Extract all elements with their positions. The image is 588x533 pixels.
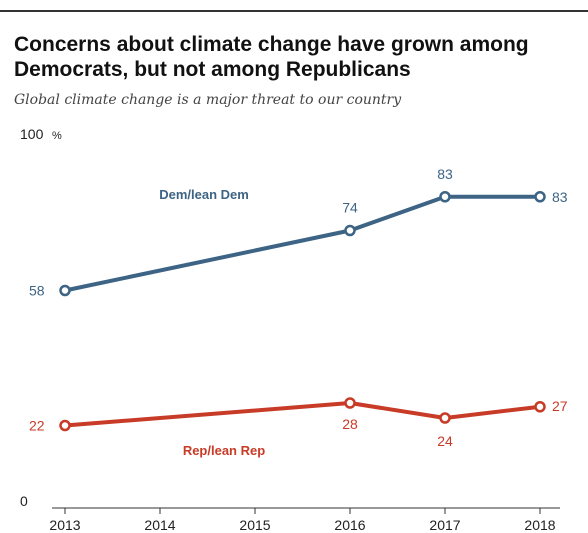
chart-subtitle: Global climate change is a major threat … xyxy=(14,92,402,108)
x-tick-label: 2015 xyxy=(239,517,270,533)
y-unit-label: % xyxy=(52,130,62,142)
data-point xyxy=(534,191,546,203)
data-label: 28 xyxy=(342,416,358,432)
x-tick-label: 2018 xyxy=(524,517,555,533)
series-line-1 xyxy=(63,401,542,428)
data-point xyxy=(439,191,451,203)
x-tick-label: 2017 xyxy=(429,517,460,533)
data-point xyxy=(344,397,356,409)
data-point xyxy=(534,401,546,413)
data-label: 22 xyxy=(29,418,45,434)
data-label: 74 xyxy=(342,200,358,216)
data-point xyxy=(59,419,71,432)
y-tick-label-top: 100 xyxy=(20,126,44,142)
data-label: 83 xyxy=(437,166,453,182)
data-label: 27 xyxy=(552,398,568,414)
series-line-0 xyxy=(63,194,542,293)
data-label: 58 xyxy=(29,283,45,299)
x-tick-label: 2016 xyxy=(334,517,365,533)
top-rule xyxy=(0,10,588,12)
chart-title: Concerns about climate change have grown… xyxy=(14,33,529,81)
data-label: 24 xyxy=(437,433,453,449)
x-tick-label: 2014 xyxy=(144,517,175,533)
series-name-label: Dem/lean Dem xyxy=(159,187,249,202)
data-point xyxy=(59,284,71,297)
y-tick-label-bottom: 0 xyxy=(20,493,28,509)
series-name-label: Rep/lean Rep xyxy=(183,443,265,458)
x-tick-label: 2013 xyxy=(49,517,80,533)
data-point xyxy=(344,224,356,237)
data-label: 83 xyxy=(552,189,568,205)
data-point xyxy=(439,412,451,424)
